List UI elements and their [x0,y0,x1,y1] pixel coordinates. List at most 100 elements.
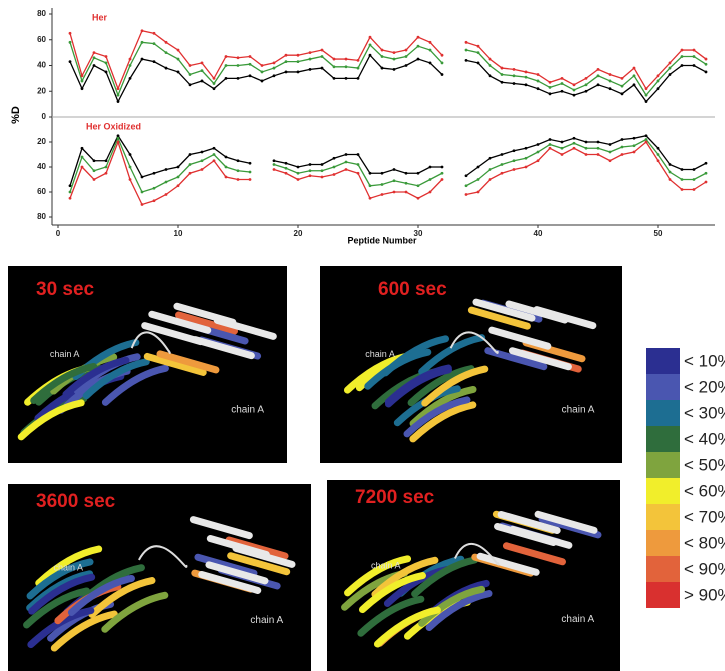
data-point [392,51,396,55]
data-point [560,82,564,85]
data-point [308,51,312,55]
data-point [404,64,408,67]
data-point [536,87,540,91]
data-point [248,178,252,181]
data-point [548,146,552,150]
data-point [440,171,444,175]
data-point [476,178,480,181]
data-point [212,153,216,156]
data-point [320,66,324,70]
y-axis-label: %D [10,106,22,124]
data-point [392,168,396,171]
ribbon [191,336,255,360]
data-point [188,83,192,87]
data-point [332,65,336,69]
ribbon [67,574,135,616]
data-point [68,184,72,188]
data-point [176,184,180,188]
data-point [260,64,264,67]
data-point [488,57,492,61]
data-point [368,171,372,175]
x-tick-label: 0 [56,229,61,238]
data-point [320,175,324,179]
data-point [500,171,504,175]
data-point [164,40,168,44]
data-point [668,61,672,65]
ribbon [62,356,130,398]
y-tick-label: 40 [37,162,46,171]
data-point [140,175,144,179]
ribbon [189,516,253,540]
data-point [164,193,168,196]
data-point [344,160,348,164]
data-point [620,145,624,149]
data-point [656,159,660,163]
data-point [548,138,552,141]
data-point [668,170,672,174]
data-point [500,153,504,156]
data-point [68,40,72,44]
x-axis-label: Peptide Number [347,235,417,245]
data-point [152,31,156,35]
data-point [104,55,108,58]
data-point [188,171,192,175]
data-point [668,178,672,181]
data-point [212,146,216,150]
x-tick-label: 50 [654,229,663,238]
ribbon [411,556,479,598]
chain-label: chain A [53,563,83,573]
data-point [116,93,120,97]
data-point [704,161,708,165]
legend-label: < 60% [684,481,725,500]
structure-title: 600 sec [378,279,447,300]
data-point [692,55,696,58]
ribbon [364,348,432,390]
data-point [488,156,492,160]
ribbon [35,545,103,587]
data-point [680,188,684,191]
data-point [500,163,504,166]
data-point [128,64,132,67]
data-point [152,60,156,64]
data-point [176,57,180,61]
data-point [284,60,288,64]
data-point [236,76,240,80]
data-point [80,79,84,83]
ribbon [227,552,291,576]
y-tick-label: 20 [37,137,46,146]
data-point [152,199,156,203]
data-point [680,168,684,171]
data-point [704,180,708,184]
data-point [272,159,276,163]
data-point [680,55,684,58]
legend-swatch [646,478,680,504]
data-point [572,141,576,145]
data-point [548,143,552,146]
ribbon [467,306,531,330]
ribbon [26,558,94,600]
loop [130,331,171,354]
data-point [116,100,120,103]
data-point [164,66,168,70]
data-point [488,74,492,78]
data-point [416,196,420,200]
data-point [140,29,144,33]
data-point [152,171,156,175]
data-point [704,171,708,175]
data-point [356,171,360,175]
data-point [536,150,540,154]
ribbon [476,552,540,576]
data-point [404,181,408,185]
data-point [260,70,264,74]
data-point [644,87,648,91]
data-point [440,178,444,181]
data-point [272,163,276,166]
legend-label: < 90% [684,559,725,578]
y-tick-label: 80 [37,9,46,18]
data-point [344,76,348,80]
data-point [500,66,504,70]
data-point [128,165,132,169]
data-point [200,69,204,73]
data-point [476,190,480,194]
data-point [272,66,276,70]
